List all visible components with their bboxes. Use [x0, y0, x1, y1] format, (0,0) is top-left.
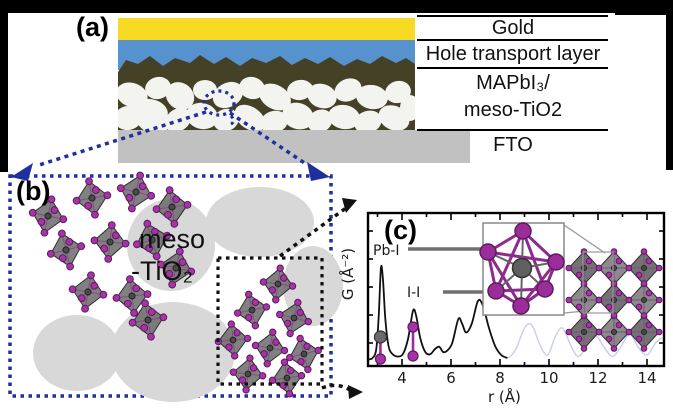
x-axis-label: r (Å) [488, 388, 521, 406]
layer-label-htl: Hole transport layer [425, 43, 601, 65]
b-to-c-line-top [278, 206, 348, 258]
b-to-c-arrowhead-top [342, 198, 357, 213]
tio2-particle [206, 187, 314, 257]
layer-label-mesotio2: meso-TiO2 [463, 99, 563, 121]
inset-connector-top [563, 224, 606, 254]
octahedron [156, 247, 196, 289]
zoom-line-right [229, 111, 307, 166]
octahedron [565, 312, 603, 352]
x-tick-label: 12 [588, 369, 608, 387]
meso-text-line2: -TiO₂ [131, 256, 193, 286]
octahedron [112, 275, 152, 317]
panel-c-label: (c) [384, 215, 417, 245]
pb-i-annotation: Pb-I [373, 243, 400, 259]
pdf-curve-faint [499, 322, 664, 359]
pbi6-octahedron [479, 222, 565, 315]
x-tick-label: 6 [446, 369, 456, 387]
gold-layer [118, 18, 415, 42]
layer-label-fto: FTO [493, 134, 533, 156]
axis-ticks [368, 213, 664, 366]
octahedron [286, 334, 322, 374]
panel-b-dotted-border [8, 174, 333, 398]
panel-a-label: (a) [76, 12, 109, 42]
frame-top [0, 0, 673, 13]
octahedron [595, 312, 633, 352]
layer-label-mapbi3: MAPbI₃/ [476, 72, 550, 94]
layer-label-gold: Gold [491, 17, 535, 39]
octahedron [276, 298, 312, 338]
meso-text-line1: meso [139, 224, 206, 254]
octahedron [28, 195, 68, 237]
octahedron [214, 320, 252, 360]
octahedron [233, 290, 271, 330]
octahedron [116, 171, 156, 213]
octahedron [229, 354, 267, 394]
b-to-c-line-bottom [321, 383, 351, 392]
octahedron [152, 186, 192, 228]
octahedron [625, 248, 663, 288]
i-i-annotation: I-I [407, 285, 421, 301]
frame-left [0, 0, 8, 172]
y-axis-label: G (Å⁻²) [339, 247, 357, 301]
x-tick-label: 10 [539, 369, 559, 387]
crystal-zoom-rect [582, 251, 614, 314]
frame-right [666, 0, 673, 170]
octahedron [72, 177, 112, 219]
perovskite-grain-blobs [118, 76, 415, 130]
octahedron [268, 358, 306, 398]
perovskite-crystal [565, 248, 663, 352]
zoom-circle [202, 89, 236, 117]
zoom-arrowhead-right [307, 162, 330, 181]
panel-b-crystal-dotted-box [216, 256, 324, 386]
octahedron [68, 271, 108, 313]
x-tick-label: 4 [397, 369, 407, 387]
octahedron [625, 312, 663, 352]
octahedron [259, 264, 297, 304]
octahedron [133, 219, 171, 261]
frame-top-right [615, 0, 673, 15]
x-tick-label: 8 [495, 369, 505, 387]
octahedron [251, 328, 289, 368]
zoom-circle-tail [228, 114, 236, 127]
tio2-particle [33, 315, 121, 391]
pair-distance-markers [373, 321, 419, 365]
x-tick-label: 14 [637, 369, 657, 387]
octahedron [128, 299, 168, 341]
pdf-curve-measured [367, 264, 508, 361]
octahedron [90, 221, 130, 263]
octahedron [46, 229, 86, 271]
b-to-c-arrowhead-bottom [348, 385, 363, 399]
panel-b-label: (b) [16, 176, 51, 206]
